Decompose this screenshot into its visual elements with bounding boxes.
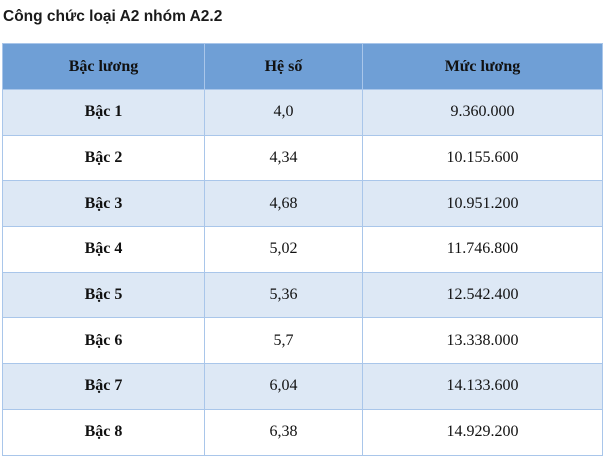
title: Công chức loại A2 nhóm A2.2 [3, 8, 223, 25]
table-cell: 14.133.600 [362, 363, 603, 410]
table-cell: Bậc 4 [2, 226, 205, 273]
table-row: Bậc 4 5,02 11.746.800 [2, 226, 603, 273]
header-cell: Bậc lương [2, 43, 205, 90]
table-cell: Bậc 7 [2, 363, 205, 410]
table-cell: 6,04 [204, 363, 363, 410]
salary-table: Bậc lương Hệ số Mức lương Bậc 1 4,0 9.360.00… [2, 43, 603, 456]
table-row: Bậc 7 6,04 14.133.600 [2, 363, 603, 410]
table-cell: 5,36 [204, 271, 363, 319]
table-row: Bậc 2 4,34 10.155.600 [2, 134, 603, 182]
table-cell: 10.155.600 [362, 134, 603, 182]
header-cell: Mức lương [362, 43, 603, 90]
table-cell: Bậc 2 [2, 134, 205, 182]
table-row: Bậc 1 4,0 9.360.000 [2, 89, 603, 136]
table-body: Bậc 1 4,0 9.360.000 Bậc 2 4,34 10.155.600 Bậc … [2, 89, 603, 456]
table-row: Bậc 8 6,38 14.929.200 [2, 408, 603, 456]
table-cell: Bậc 1 [2, 89, 205, 136]
table-cell: 9.360.000 [362, 89, 603, 136]
table-cell: 6,38 [204, 408, 363, 456]
table-cell: 10.951.200 [362, 180, 603, 228]
table-cell: 4,34 [204, 134, 363, 182]
table-cell: 11.746.800 [362, 226, 603, 273]
header-cell: Hệ số [204, 43, 363, 90]
table-cell: Bậc 5 [2, 271, 205, 319]
table-cell: 5,02 [204, 226, 363, 273]
table-cell: Bậc 6 [2, 317, 205, 365]
table-cell: Bậc 8 [2, 408, 205, 456]
table-cell: 13.338.000 [362, 317, 603, 365]
table-cell: 14.929.200 [362, 408, 603, 456]
table-cell: 5,7 [204, 317, 363, 365]
table-cell: 4,0 [204, 89, 363, 136]
header-row: Bậc lương Hệ số Mức lương [2, 43, 603, 90]
table-row: Bậc 3 4,68 10.951.200 [2, 180, 603, 228]
table-row: Bậc 6 5,7 13.338.000 [2, 317, 603, 365]
table-row: Bậc 5 5,36 12.542.400 [2, 271, 603, 319]
table-cell: 4,68 [204, 180, 363, 228]
table-cell: 12.542.400 [362, 271, 603, 319]
table-cell: Bậc 3 [2, 180, 205, 228]
